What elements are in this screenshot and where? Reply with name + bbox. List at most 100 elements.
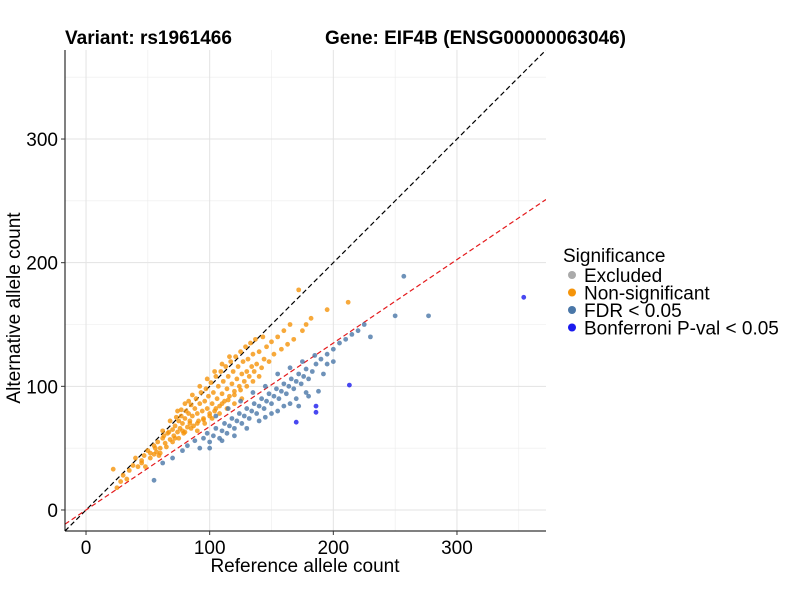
data-point: [401, 273, 407, 279]
data-point: [228, 359, 234, 364]
data-point: [186, 398, 192, 404]
data-point: [259, 365, 265, 371]
data-point: [235, 364, 241, 369]
data-point: [118, 479, 124, 484]
data-point: [281, 403, 287, 409]
data-point: [139, 460, 145, 466]
data-point: [288, 376, 294, 382]
data-point: [210, 433, 216, 439]
x-tick-label: 200: [317, 538, 349, 559]
grid-lines: [65, 50, 546, 531]
data-point: [256, 403, 262, 409]
data-point: [262, 383, 268, 389]
data-point: [189, 392, 195, 398]
data-point: [147, 455, 153, 461]
data-point: [248, 340, 253, 346]
data-point: [176, 435, 182, 441]
data-point: [175, 429, 180, 435]
data-point: [209, 416, 215, 421]
data-point: [214, 396, 220, 402]
data-point: [337, 340, 342, 346]
data-point: [244, 425, 250, 431]
data-point: [201, 417, 206, 423]
data-point: [207, 439, 213, 445]
data-point: [236, 383, 242, 389]
data-point: [234, 376, 240, 382]
data-point: [349, 331, 355, 337]
data-point: [324, 351, 330, 357]
data-point: [167, 418, 173, 424]
data-point: [166, 429, 172, 435]
data-point: [269, 401, 274, 407]
data-point: [232, 392, 237, 398]
data-point: [244, 406, 250, 411]
data-point: [202, 421, 208, 426]
data-point: [120, 472, 126, 478]
series-fdr-0-05: [151, 273, 431, 483]
data-point: [306, 376, 311, 382]
data-point: [219, 401, 225, 407]
data-point: [238, 398, 243, 404]
data-point: [157, 445, 163, 451]
data-point: [206, 393, 211, 399]
data-point: [303, 390, 309, 395]
data-point: [215, 383, 221, 389]
data-point: [246, 374, 252, 379]
data-point: [141, 453, 147, 458]
series-non-significant: [110, 287, 351, 491]
data-point: [110, 466, 116, 472]
data-point: [219, 438, 225, 444]
data-point: [283, 391, 289, 397]
data-point: [368, 334, 373, 340]
data-point: [271, 393, 277, 399]
data-point: [176, 418, 182, 424]
data-point: [271, 351, 277, 357]
data-point: [156, 453, 162, 458]
data-point: [175, 408, 180, 414]
data-point: [256, 418, 262, 424]
data-point: [219, 428, 225, 434]
data-point: [330, 359, 336, 364]
data-point: [291, 336, 297, 342]
data-point: [250, 390, 256, 395]
data-point: [321, 371, 326, 377]
fitted-ratio-line: [65, 198, 546, 525]
data-point: [264, 344, 269, 350]
data-point: [261, 406, 267, 411]
data-point: [308, 315, 314, 321]
data-point: [261, 356, 267, 362]
data-point: [222, 421, 227, 426]
data-point: [133, 455, 138, 461]
data-point: [173, 414, 179, 420]
x-tick-label: 0: [81, 538, 92, 559]
legend: Significance ExcludedNon-significantFDR …: [563, 246, 779, 340]
data-point: [202, 398, 208, 404]
data-point: [291, 386, 297, 392]
data-point: [316, 388, 321, 394]
y-tick-label: 100: [26, 377, 58, 398]
data-point: [182, 401, 188, 407]
data-point: [229, 416, 235, 421]
data-point: [178, 407, 184, 413]
data-point: [204, 430, 210, 436]
data-point: [213, 413, 219, 419]
data-point: [223, 364, 229, 369]
data-point: [296, 403, 302, 409]
legend-label-fdr-0-05: FDR < 0.05: [584, 301, 682, 322]
data-point: [124, 476, 130, 482]
data-point: [227, 423, 232, 429]
data-point: [238, 387, 243, 393]
data-point: [197, 401, 203, 407]
data-point: [227, 354, 232, 360]
data-point: [278, 388, 284, 394]
data-point: [180, 448, 185, 454]
data-point: [135, 464, 141, 470]
data-point: [192, 406, 198, 411]
data-point: [213, 374, 219, 379]
data-point: [239, 421, 245, 426]
chart-title-gene: Gene: EIF4B (ENSG00000063046): [325, 28, 626, 49]
data-point: [293, 378, 299, 384]
legend-label-bonferroni-p-val-0-05: Bonferroni P-val < 0.05: [584, 319, 779, 340]
data-point: [296, 287, 302, 293]
data-point: [209, 401, 215, 407]
